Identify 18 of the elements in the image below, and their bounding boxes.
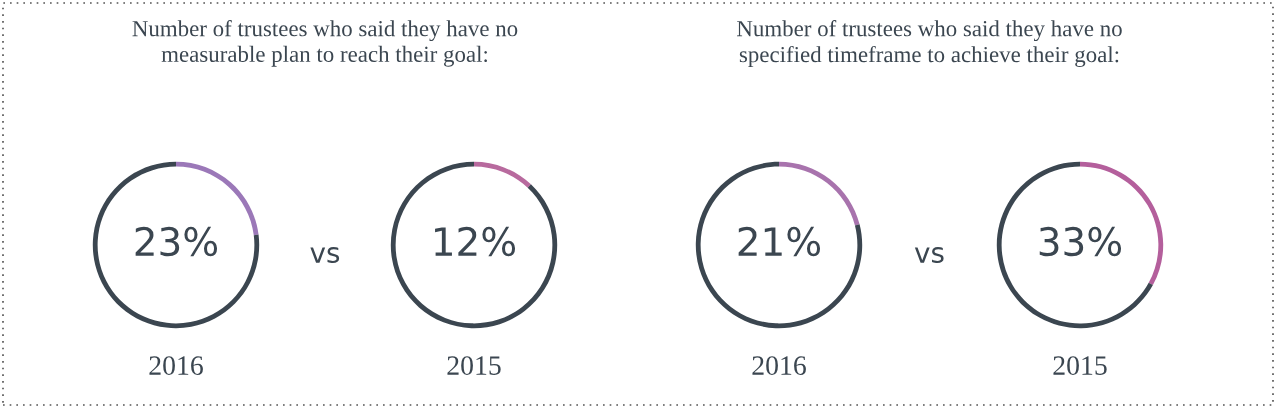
donut-slice — [996, 161, 1153, 329]
donut-slice — [92, 161, 260, 329]
data-label: 21% — [738, 226, 821, 257]
donut-slice — [779, 161, 860, 226]
text: vs — [310, 247, 340, 264]
donut-slice — [695, 161, 863, 329]
text: 2016 — [752, 356, 806, 375]
text: 2015 — [1053, 356, 1107, 375]
text: 2015 — [447, 356, 501, 375]
text: vs — [914, 247, 944, 264]
text: Number of trustees who said they have no specified timeframe to achieve their goal: — [737, 20, 1122, 67]
text: 2016 — [149, 356, 203, 375]
data-label: 23% — [135, 226, 218, 257]
data-label: 12% — [435, 226, 516, 257]
text: Number of trustees who said they have no measurable plan to reach their goal: — [132, 20, 518, 67]
donut-slice — [474, 161, 531, 188]
donut-slice — [390, 161, 558, 329]
data-label: 33% — [1039, 226, 1122, 257]
